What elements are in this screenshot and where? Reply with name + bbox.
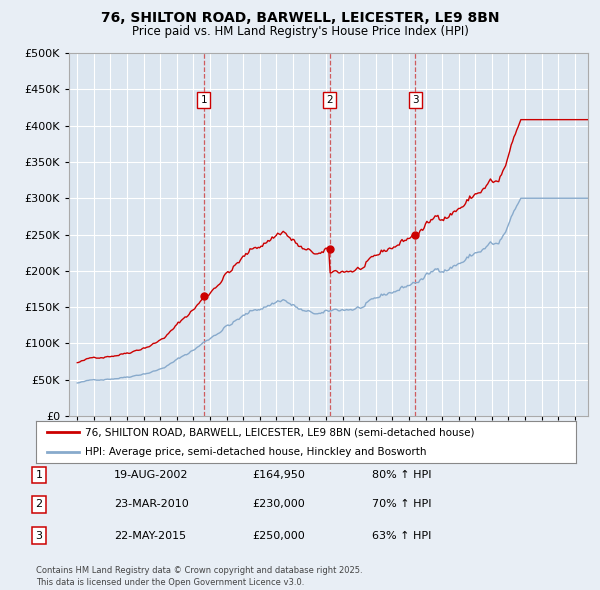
Text: 3: 3 xyxy=(35,531,43,540)
Text: 1: 1 xyxy=(35,470,43,480)
Text: 2: 2 xyxy=(35,500,43,509)
Text: Contains HM Land Registry data © Crown copyright and database right 2025.
This d: Contains HM Land Registry data © Crown c… xyxy=(36,566,362,587)
Text: 63% ↑ HPI: 63% ↑ HPI xyxy=(372,531,431,540)
Text: £230,000: £230,000 xyxy=(252,500,305,509)
Text: 2: 2 xyxy=(326,95,333,105)
Text: 76, SHILTON ROAD, BARWELL, LEICESTER, LE9 8BN (semi-detached house): 76, SHILTON ROAD, BARWELL, LEICESTER, LE… xyxy=(85,427,474,437)
Text: £164,950: £164,950 xyxy=(252,470,305,480)
Text: £250,000: £250,000 xyxy=(252,531,305,540)
Text: 80% ↑ HPI: 80% ↑ HPI xyxy=(372,470,431,480)
Text: 1: 1 xyxy=(200,95,207,105)
Text: 76, SHILTON ROAD, BARWELL, LEICESTER, LE9 8BN: 76, SHILTON ROAD, BARWELL, LEICESTER, LE… xyxy=(101,11,499,25)
Text: 3: 3 xyxy=(412,95,419,105)
Text: HPI: Average price, semi-detached house, Hinckley and Bosworth: HPI: Average price, semi-detached house,… xyxy=(85,447,426,457)
Text: 70% ↑ HPI: 70% ↑ HPI xyxy=(372,500,431,509)
Text: 22-MAY-2015: 22-MAY-2015 xyxy=(114,531,186,540)
Text: 19-AUG-2002: 19-AUG-2002 xyxy=(114,470,188,480)
Text: 23-MAR-2010: 23-MAR-2010 xyxy=(114,500,189,509)
Text: Price paid vs. HM Land Registry's House Price Index (HPI): Price paid vs. HM Land Registry's House … xyxy=(131,25,469,38)
